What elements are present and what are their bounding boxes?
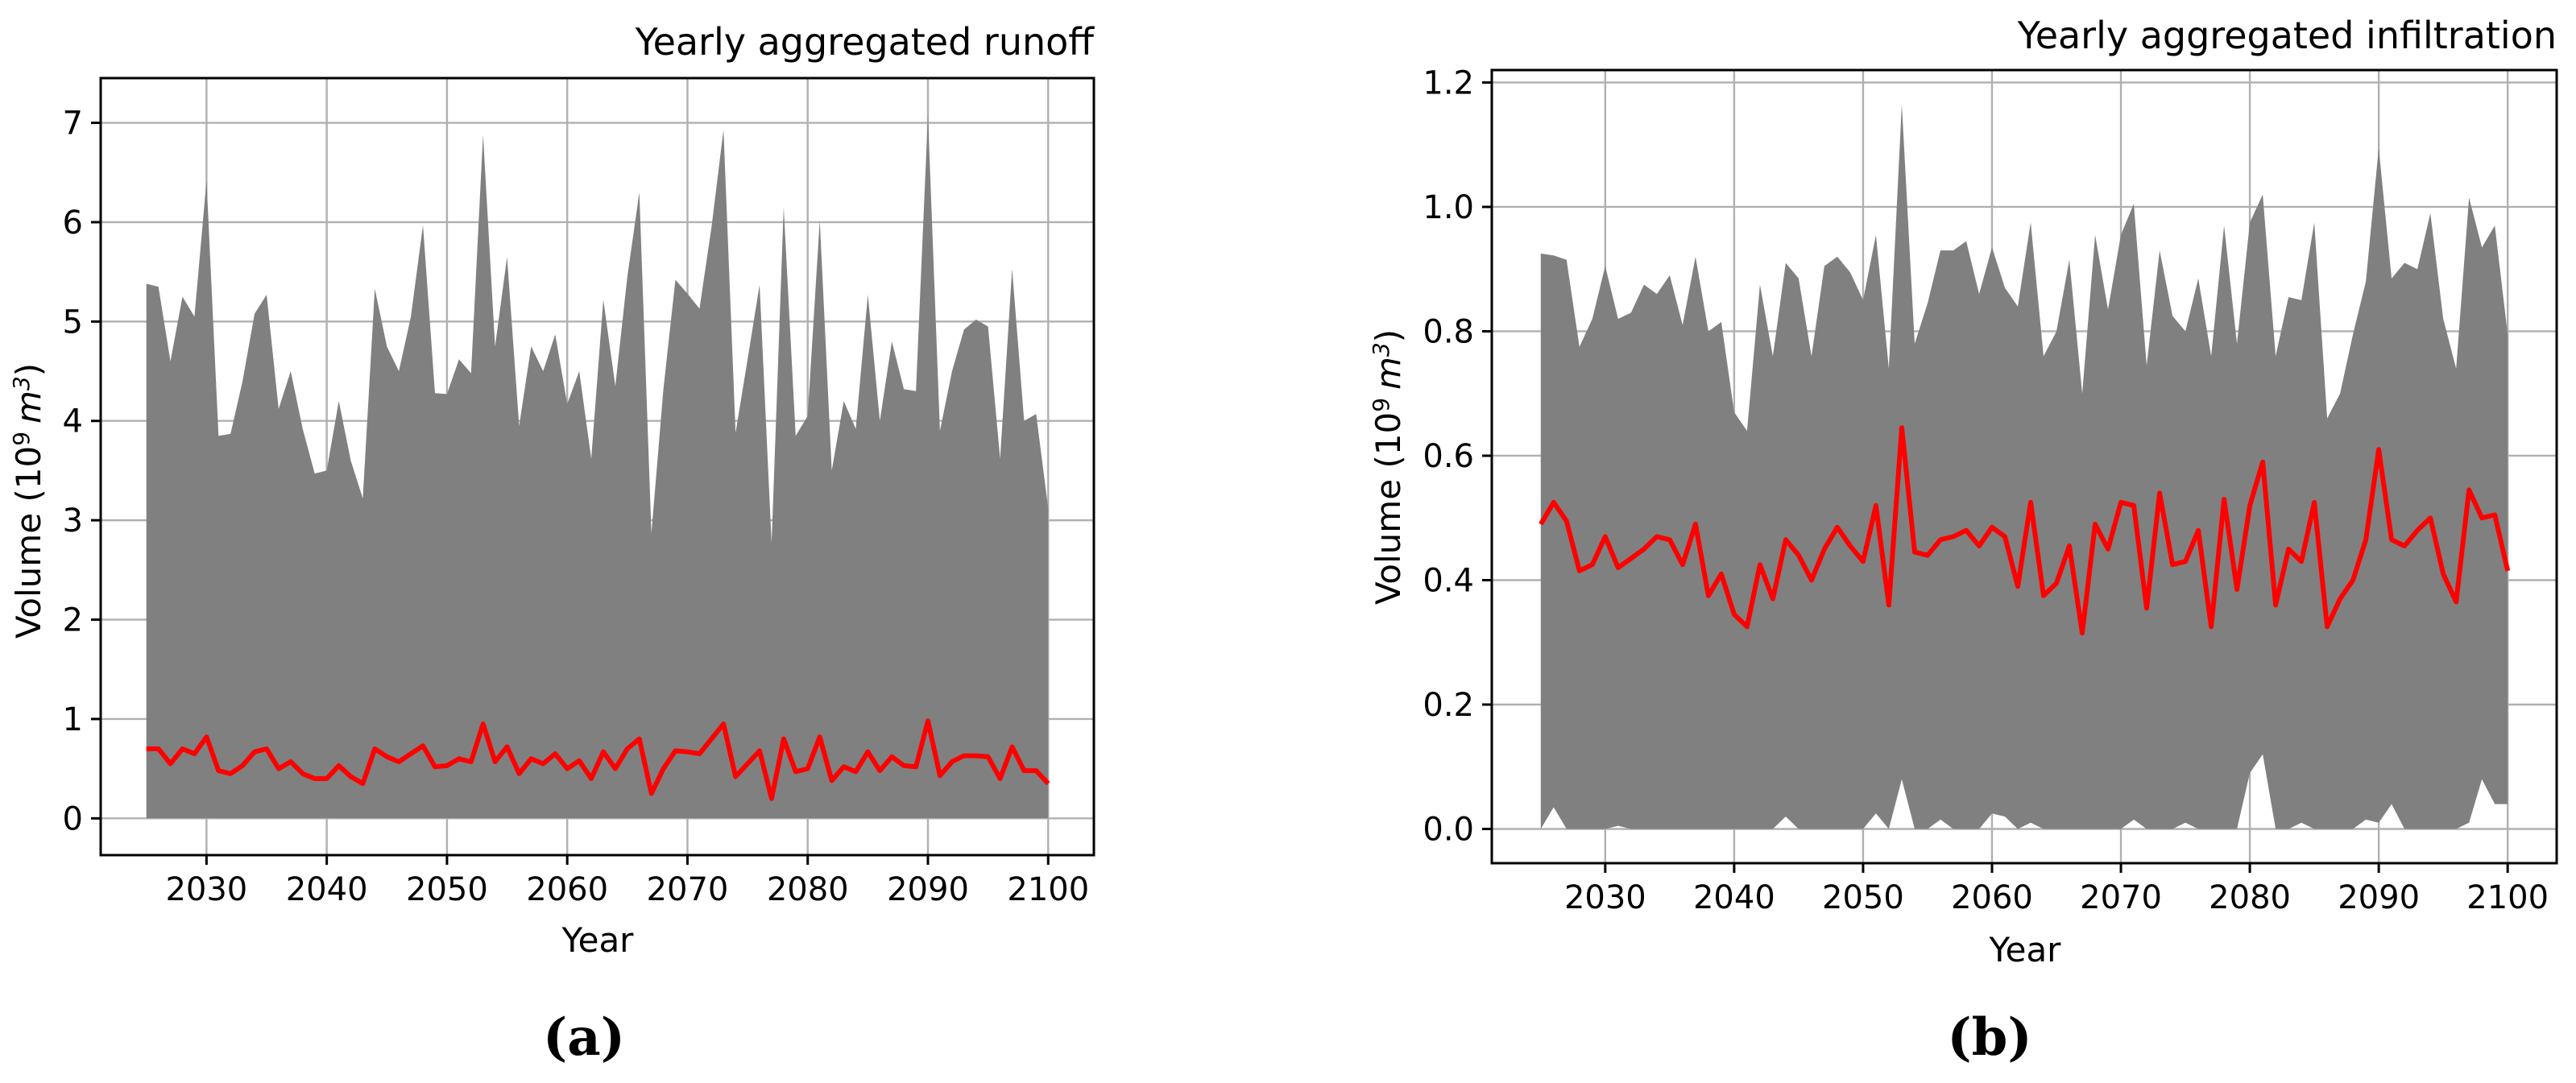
y-tick-label: 1.2 [1423, 64, 1474, 101]
panel-label: (b) [1947, 1007, 2031, 1068]
median-line [146, 718, 1050, 801]
chart-infiltration: Yearly aggregated infiltration 2030 2040 2… [1368, 14, 2558, 1068]
x-axis-label: Year [1989, 930, 2062, 969]
x-tick-label: 2030 [1564, 879, 1646, 916]
y-tick-label: 0.2 [1423, 687, 1474, 724]
plot-frame [99, 76, 1095, 857]
x-tick-label: 2050 [1822, 879, 1904, 916]
x-tick-label: 2070 [2080, 879, 2162, 916]
x-tick-label: 2040 [1693, 879, 1775, 916]
y-tick-label: 4 [63, 403, 83, 440]
y-tick-label: 0 [63, 800, 83, 837]
x-tick-label: 2040 [286, 871, 368, 908]
y-tick-label: 7 [63, 105, 83, 143]
y-tick-label: 0.4 [1423, 562, 1474, 599]
y-tick-label: 6 [63, 205, 83, 242]
x-tick-label: 2090 [887, 871, 969, 908]
x-tick-label: 2100 [1007, 871, 1089, 908]
y-tick-label: 1.0 [1423, 189, 1474, 226]
y-axis-label: Volume (109m3) [8, 363, 48, 639]
x-tick-label: 2080 [767, 871, 849, 908]
y-tick-label: 1 [63, 701, 83, 738]
x-tick-label: 2030 [165, 871, 247, 908]
y-tick-label: 0.8 [1423, 313, 1474, 350]
x-axis-label: Year [561, 920, 635, 960]
panel-label: (a) [543, 1007, 625, 1068]
x-tick-label: 2060 [1951, 879, 2033, 916]
range-band-area [1540, 104, 2508, 829]
x-tick-label: 2060 [526, 871, 608, 908]
x-tick-label: 2070 [647, 871, 729, 908]
y-tick-label: 0.0 [1423, 812, 1474, 849]
plot-frame [1490, 68, 2558, 865]
x-tick-label: 2100 [2466, 879, 2549, 916]
chart-runoff: Yearly aggregated runoff 2030 2040 2050 206… [8, 20, 1095, 1068]
x-axis: 2030 2040 2050 2060 2070 2080 2090 2100 [165, 855, 1089, 908]
range-band-area [146, 114, 1049, 819]
chart-title: Yearly aggregated infiltration [2017, 14, 2557, 57]
y-axis-label: Volume (109m3) [1368, 329, 1408, 605]
x-axis: 2030 2040 2050 2060 2070 2080 2090 2100 [1564, 863, 2549, 916]
y-tick-label: 0.6 [1423, 438, 1474, 475]
y-tick-label: 5 [63, 304, 83, 341]
median-line [1539, 425, 2511, 636]
y-axis: 0 1 2 3 4 5 6 7 [63, 105, 101, 837]
x-tick-label: 2090 [2338, 879, 2420, 916]
x-tick-label: 2050 [406, 871, 488, 908]
chart-title: Yearly aggregated runoff [635, 20, 1095, 64]
y-axis: 0.0 0.2 0.4 0.6 0.8 1.0 1.2 [1423, 64, 1492, 849]
x-tick-label: 2080 [2209, 879, 2291, 916]
y-tick-label: 3 [63, 502, 83, 539]
y-tick-label: 2 [63, 602, 83, 639]
